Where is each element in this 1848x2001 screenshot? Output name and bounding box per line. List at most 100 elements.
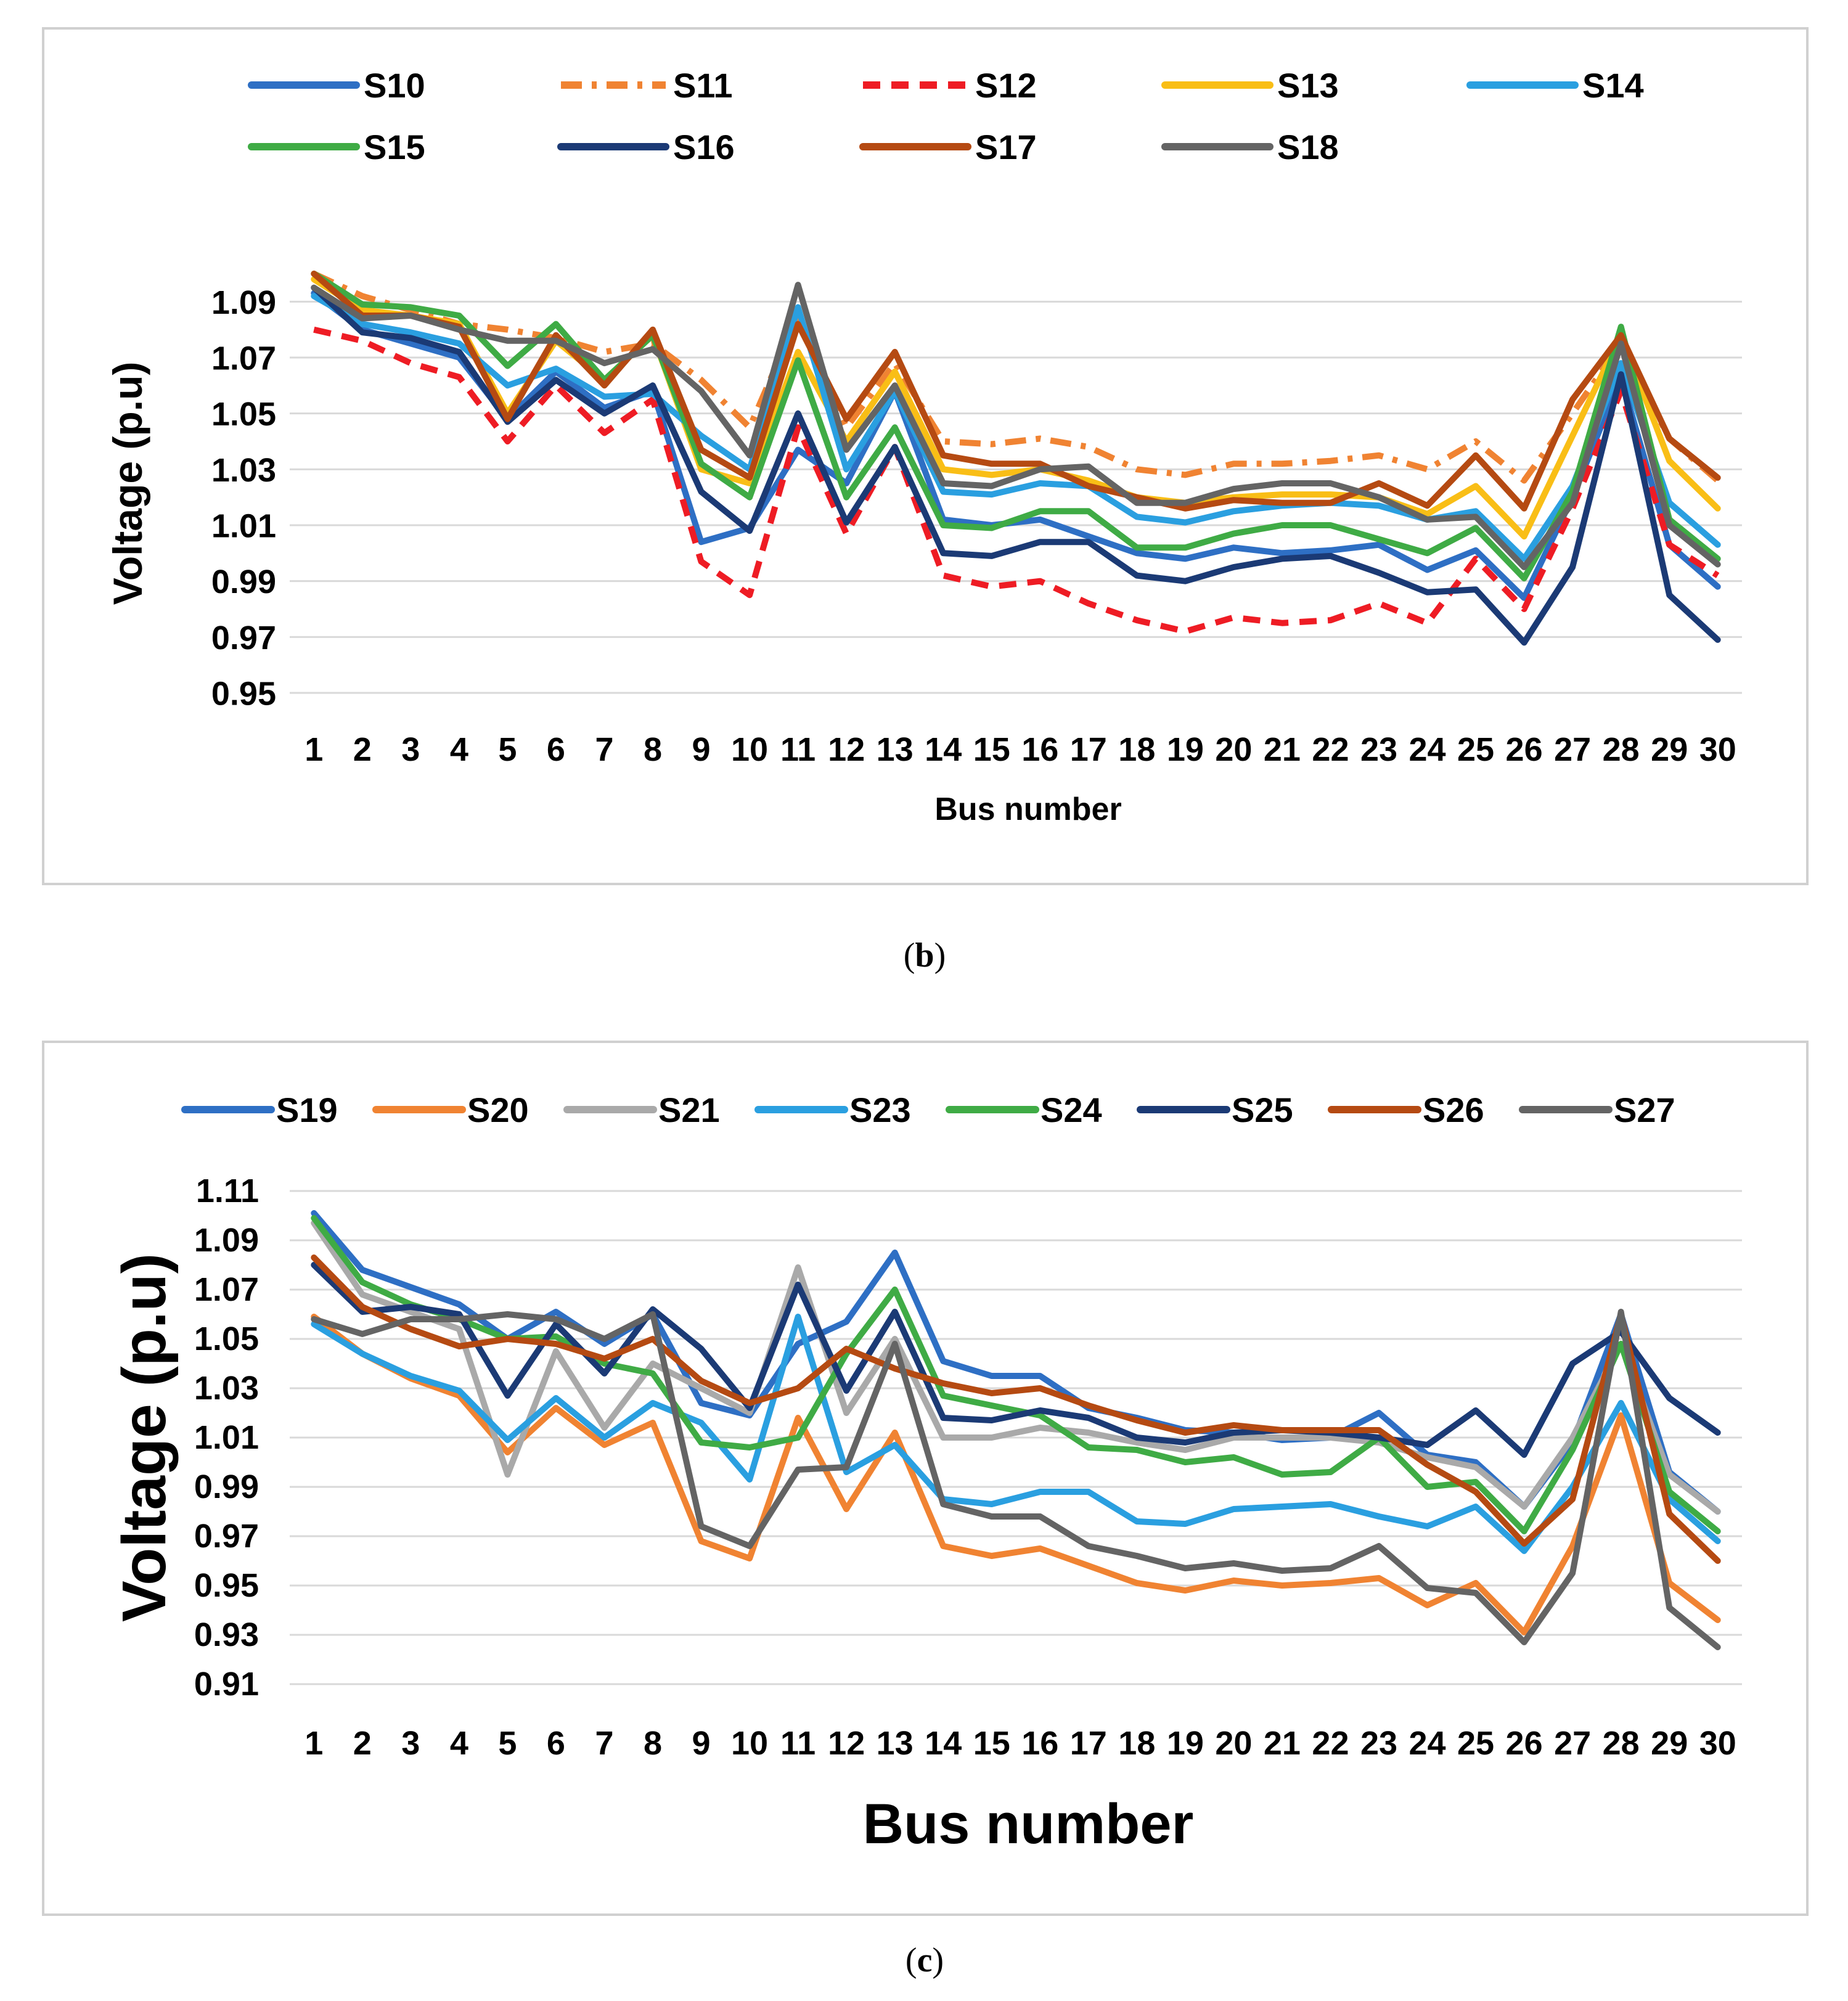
x-tick-label: 27 [1554,1725,1591,1762]
panel-caption: (b) [904,936,946,975]
x-tick-label: 26 [1506,1725,1543,1762]
series-line-s21 [311,1220,1721,1515]
x-tick-label: 15 [973,1725,1010,1762]
legend-label: S11 [673,66,733,105]
legend-label: S17 [975,128,1037,166]
x-tick-label: 15 [973,731,1010,768]
x-tick-label: 14 [925,731,962,768]
y-tick-label: 1.11 [196,1172,259,1209]
x-tick-label: 29 [1651,1725,1688,1762]
y-tick-label: 0.99 [211,563,276,600]
series-line-s14 [311,293,1721,562]
x-tick-label: 28 [1603,1725,1640,1762]
series-line-s16 [311,284,1721,646]
legend-item-s16: S16 [557,128,735,166]
x-tick-label: 16 [1021,731,1058,768]
legend-item-s15: S15 [248,128,425,166]
x-tick-label: 25 [1457,731,1494,768]
legend-item-s11: S11 [561,66,733,105]
x-tick-label: 25 [1457,1725,1494,1762]
legend-item-s20: S20 [372,1091,529,1129]
legend-label: S21 [658,1091,720,1129]
series-line-s27 [311,1309,1721,1650]
x-tick-label: 18 [1118,1725,1155,1762]
legend-item-s18: S18 [1161,128,1339,166]
x-tick-label: 9 [692,1725,711,1762]
legend-label: S16 [673,128,735,166]
x-tick-label: 17 [1070,1725,1107,1762]
x-axis-title: Bus number [863,1793,1194,1856]
series-line-s26 [311,1254,1721,1564]
x-tick-label: 22 [1312,731,1349,768]
x-tick-label: 26 [1506,731,1543,768]
series-line-s11 [313,271,1720,484]
voltage-chart-c: 0.91 0.93 0.95 0.97 0.99 1.01 1.03 1.05 1.07 1.09… [42,1041,1809,1916]
y-tick-label: 1.01 [211,507,276,544]
x-tick-label: 1 [305,731,323,768]
legend-item-s25: S25 [1137,1091,1293,1129]
legend-item-s14: S14 [1466,66,1644,105]
legend-label: S20 [467,1091,529,1129]
x-tick-label: 18 [1118,731,1155,768]
legend-label: S25 [1232,1091,1293,1129]
x-tick-label: 3 [401,731,420,768]
y-tick-label: 0.91 [194,1666,259,1703]
legend-item-s12: S12 [863,66,1037,105]
x-tick-label: 17 [1070,731,1107,768]
legend-item-s13: S13 [1161,66,1339,105]
series-lines [311,271,1721,646]
x-tick-label: 21 [1264,1725,1301,1762]
legend-item-s10: S10 [248,66,425,105]
legend-item-s19: S19 [181,1091,338,1129]
y-tick-label: 0.97 [211,620,276,657]
x-tick-label: 9 [692,731,711,768]
x-tick-label: 30 [1699,1725,1736,1762]
x-tick-label: 7 [595,731,613,768]
x-tick-label: 23 [1360,1725,1397,1762]
legend-label: S14 [1582,66,1644,105]
x-tick-label: 6 [547,731,565,768]
x-tick-label: 6 [547,1725,565,1762]
x-tick-label: 8 [644,1725,662,1762]
legend-item-s24: S24 [946,1091,1102,1129]
x-tick-label: 2 [353,1725,372,1762]
x-tick-label: 2 [353,731,372,768]
x-tick-label: 28 [1603,731,1640,768]
legend-label: S23 [849,1091,911,1129]
x-tick-label: 10 [731,731,768,768]
x-tick-label: 24 [1408,731,1445,768]
x-tick-label: 10 [731,1725,768,1762]
legend-label: S24 [1041,1091,1102,1129]
y-tick-label: 0.95 [211,675,276,712]
x-tick-label: 23 [1360,731,1397,768]
x-tick-label: 19 [1167,1725,1204,1762]
x-tick-label: 14 [925,1725,962,1762]
legend-item-s17: S17 [859,128,1037,166]
x-tick-label: 3 [401,1725,420,1762]
legend-label: S19 [276,1091,338,1129]
y-tick-label: 0.99 [194,1468,259,1505]
x-tick-label: 11 [780,1725,816,1762]
series-line-s15 [311,271,1721,582]
y-tick-label: 0.97 [194,1518,259,1555]
x-tick-label: 20 [1215,1725,1252,1762]
x-tick-label: 20 [1215,731,1252,768]
y-tick-label: 1.07 [211,340,276,377]
series-line-s20 [311,1314,1721,1635]
y-tick-label: 1.03 [211,452,276,489]
x-tick-label: 30 [1699,731,1736,768]
x-tick-label: 21 [1264,731,1301,768]
y-tick-label: 1.03 [194,1370,259,1407]
x-tick-label: 5 [498,1725,517,1762]
series-lines [311,1210,1721,1650]
legend-label: S13 [1277,66,1339,105]
x-tick-label: 7 [595,1725,613,1762]
x-tick-label: 19 [1167,731,1204,768]
x-tick-label: 11 [780,731,816,768]
y-tick-label: 1.09 [194,1222,259,1259]
x-tick-label: 4 [450,731,468,768]
x-tick-label: 4 [450,1725,468,1762]
legend-item-s26: S26 [1328,1091,1484,1129]
voltage-chart-b: 0.950.970.991.011.031.051.071.091 2 3 4 5 6 7 8… [42,27,1809,885]
